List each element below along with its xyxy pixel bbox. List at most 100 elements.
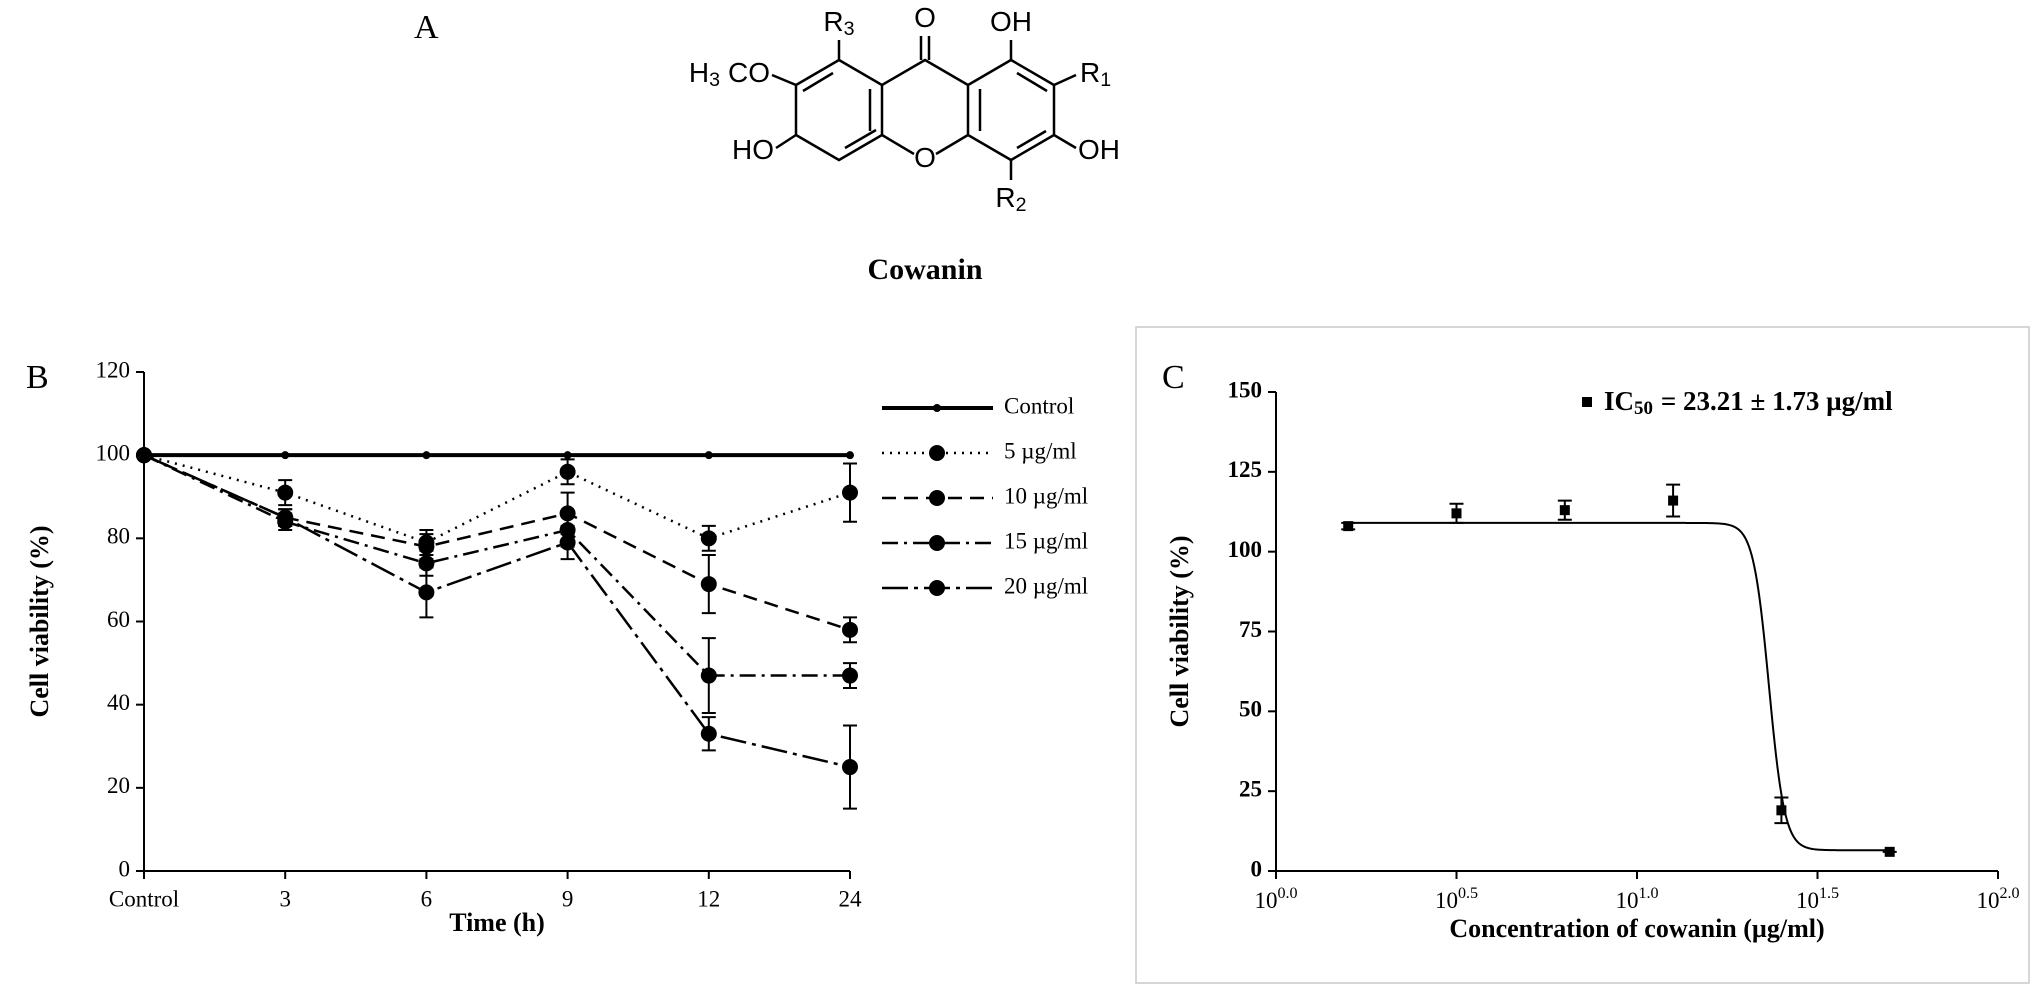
legend-label: 20 µg/ml — [1004, 573, 1088, 598]
double-bond — [1016, 129, 1047, 150]
text-part: OH — [990, 6, 1032, 37]
data-point — [1776, 805, 1787, 816]
data-point — [842, 484, 858, 501]
text-part: R — [1080, 57, 1100, 88]
atom-label: HO — [732, 134, 774, 165]
double-bond — [1016, 71, 1048, 93]
text-part: 10 — [1976, 888, 1999, 913]
y-axis-title: Cell viability (%) — [25, 525, 54, 717]
chemical-structure — [771, 36, 1077, 180]
text-part: 3 — [709, 69, 720, 91]
text-part: 10 — [1796, 888, 1819, 913]
bond — [775, 133, 797, 150]
y-tick-label: 75 — [1239, 617, 1262, 642]
y-tick-label: 100 — [96, 440, 131, 465]
data-point — [281, 451, 290, 460]
bond — [935, 133, 969, 156]
series-line — [143, 454, 851, 769]
x-tick-label: 6 — [421, 886, 433, 911]
y-tick-label: 120 — [96, 357, 131, 382]
text-part: 2.0 — [1999, 885, 2019, 902]
text-part: CO — [728, 57, 770, 88]
double-bond — [844, 128, 877, 150]
atom-label: H3 CO — [689, 57, 770, 91]
y-tick-label: 0 — [119, 856, 131, 881]
y-tick-label: 80 — [107, 524, 130, 549]
series-line — [143, 454, 851, 632]
data-point — [700, 725, 717, 742]
text-part: R — [995, 182, 1015, 213]
data-point — [704, 451, 713, 460]
panel-frame — [1135, 326, 2030, 984]
data-point — [842, 759, 858, 776]
x-axis-title: Time (h) — [449, 908, 545, 937]
y-tick-label: 40 — [107, 690, 130, 715]
data-point — [1668, 495, 1679, 506]
text-part: 1.0 — [1638, 885, 1658, 902]
legend-marker — [1582, 397, 1592, 407]
x-tick-label: 101.0 — [1615, 885, 1658, 913]
data-point — [842, 621, 858, 638]
text-part: = 23.21 ± 1.73 µg/ml — [1661, 386, 1893, 416]
x-tick-label: 101.5 — [1796, 885, 1839, 913]
y-tick-label: 25 — [1239, 776, 1262, 801]
panel-label: B — [26, 359, 49, 396]
data-point — [559, 463, 576, 480]
legend-marker — [929, 535, 945, 551]
panel-label: C — [1162, 359, 1185, 396]
legend-marker — [929, 445, 945, 461]
atom-label: R2 — [995, 182, 1026, 216]
double-bond — [802, 71, 834, 93]
text-part: 1.5 — [1819, 885, 1839, 902]
text-part: 2 — [1016, 194, 1027, 216]
series-line — [143, 454, 850, 677]
text-part: 50 — [1634, 398, 1653, 419]
text-part: IC — [1604, 386, 1634, 416]
data-point — [418, 584, 435, 601]
y-tick-label: 100 — [1228, 537, 1263, 562]
y-axis-title: Cell viability (%) — [1165, 535, 1194, 727]
y-tick-label: 125 — [1228, 457, 1263, 482]
legend-label: Control — [1004, 393, 1074, 418]
data-point — [1343, 521, 1354, 532]
data-point — [842, 667, 858, 684]
text-part: 0.0 — [1277, 885, 1297, 902]
bond — [1053, 73, 1077, 87]
data-point — [1559, 505, 1570, 516]
x-tick-label: 102.0 — [1976, 885, 2019, 913]
legend-marker — [929, 490, 945, 506]
data-point — [422, 451, 431, 460]
x-tick-label: 3 — [279, 886, 291, 911]
text-part: H — [689, 57, 709, 88]
y-tick-label: 50 — [1239, 697, 1262, 722]
legend-marker — [929, 580, 945, 596]
text-part: 0.5 — [1458, 885, 1478, 902]
x-tick-label: 24 — [839, 886, 863, 911]
text-part: 10 — [1254, 888, 1277, 913]
legend-label: 15 µg/ml — [1004, 528, 1088, 553]
legend-marker — [933, 404, 941, 412]
x-tick-label: Control — [109, 886, 179, 911]
text-part: O — [914, 142, 936, 173]
series-line — [143, 453, 851, 544]
x-tick-label: 12 — [697, 886, 720, 911]
data-point — [1884, 846, 1895, 857]
data-point — [277, 484, 294, 501]
atom-label: OH — [1078, 134, 1120, 165]
text-part: O — [914, 2, 936, 33]
compound-name: Cowanin — [867, 253, 982, 286]
text-part: R — [823, 6, 843, 37]
data-point — [846, 451, 854, 460]
bond — [881, 133, 915, 156]
atom-label: O — [914, 142, 936, 173]
x-tick-label: 100.5 — [1435, 885, 1478, 913]
text-part: 1 — [1100, 69, 1111, 91]
panel-label: A — [414, 9, 439, 46]
data-point — [1451, 508, 1462, 519]
atom-label: O — [914, 2, 936, 33]
data-point — [277, 509, 294, 526]
y-tick-label: 150 — [1228, 377, 1263, 402]
ring — [881, 58, 969, 87]
data-point — [700, 667, 717, 684]
